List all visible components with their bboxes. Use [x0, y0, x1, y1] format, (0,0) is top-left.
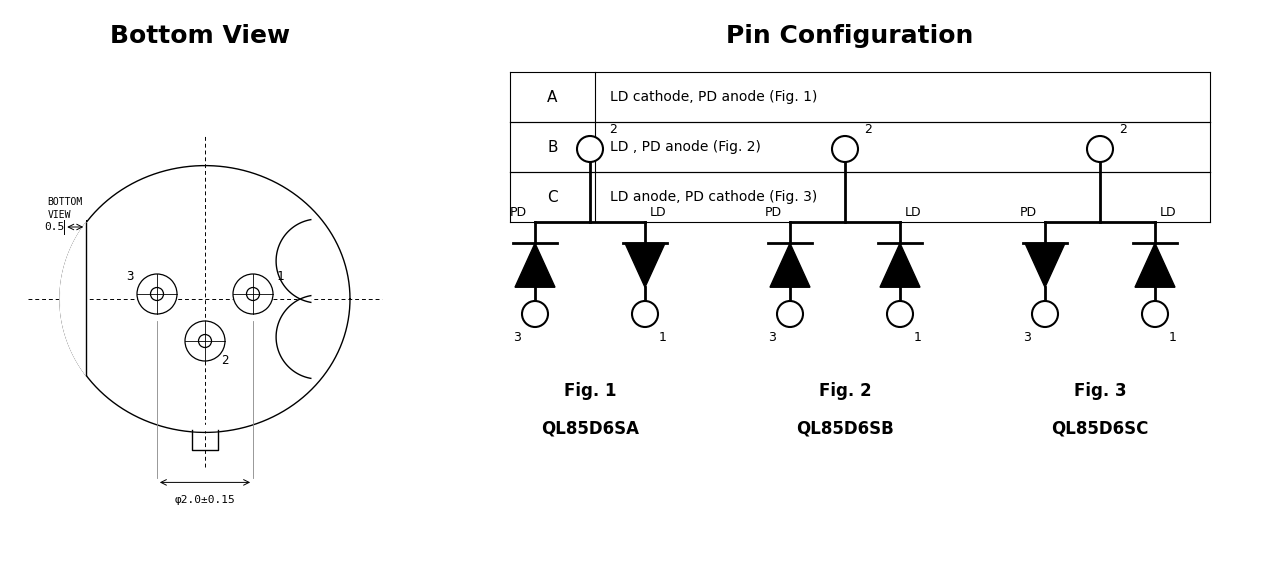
Polygon shape — [515, 244, 555, 287]
Polygon shape — [276, 220, 311, 303]
Text: Fig. 3: Fig. 3 — [1073, 382, 1126, 400]
Text: Bottom View: Bottom View — [110, 24, 290, 48]
Circle shape — [523, 301, 548, 327]
Text: LD anode, PD cathode (Fig. 3): LD anode, PD cathode (Fig. 3) — [610, 190, 817, 204]
Text: QL85D6SB: QL85D6SB — [796, 419, 894, 437]
Text: 2: 2 — [609, 123, 616, 136]
Text: LD: LD — [1159, 206, 1176, 219]
Text: LD: LD — [650, 206, 666, 219]
Text: 3: 3 — [1023, 331, 1031, 344]
Text: φ2.0±0.15: φ2.0±0.15 — [175, 495, 235, 505]
Circle shape — [887, 301, 913, 327]
Circle shape — [1141, 301, 1168, 327]
Polygon shape — [1135, 244, 1175, 287]
Text: Pin Configuration: Pin Configuration — [727, 24, 973, 48]
Text: B: B — [547, 140, 557, 155]
Text: 2: 2 — [221, 354, 229, 367]
Polygon shape — [276, 296, 311, 378]
Circle shape — [232, 274, 273, 314]
Circle shape — [632, 301, 657, 327]
Polygon shape — [625, 244, 665, 287]
Text: 1: 1 — [1168, 331, 1177, 344]
Text: 1: 1 — [659, 331, 666, 344]
Text: A: A — [547, 89, 557, 105]
Text: 2: 2 — [864, 123, 872, 136]
Text: 1: 1 — [914, 331, 922, 344]
Text: Fig. 1: Fig. 1 — [564, 382, 616, 400]
Text: QL85D6SA: QL85D6SA — [541, 419, 639, 437]
Circle shape — [137, 274, 177, 314]
Text: 0.5: 0.5 — [44, 222, 64, 232]
Text: Fig. 2: Fig. 2 — [819, 382, 872, 400]
Text: PD: PD — [510, 206, 526, 219]
Text: C: C — [547, 189, 557, 204]
Text: LD cathode, PD anode (Fig. 1): LD cathode, PD anode (Fig. 1) — [610, 90, 818, 104]
Circle shape — [577, 136, 603, 162]
Text: LD: LD — [905, 206, 922, 219]
Text: 1: 1 — [276, 270, 284, 283]
Circle shape — [777, 301, 802, 327]
Text: BOTTOM
VIEW: BOTTOM VIEW — [48, 197, 83, 220]
Text: 3: 3 — [768, 331, 776, 344]
Circle shape — [832, 136, 858, 162]
Text: PD: PD — [1019, 206, 1037, 219]
Text: 3: 3 — [126, 270, 134, 283]
Circle shape — [1088, 136, 1113, 162]
Polygon shape — [191, 425, 220, 430]
Polygon shape — [1025, 244, 1064, 287]
Polygon shape — [60, 223, 86, 376]
Circle shape — [185, 321, 225, 361]
Text: LD , PD anode (Fig. 2): LD , PD anode (Fig. 2) — [610, 140, 761, 154]
Polygon shape — [770, 244, 810, 287]
Text: QL85D6SC: QL85D6SC — [1052, 419, 1149, 437]
Polygon shape — [880, 244, 921, 287]
Text: 3: 3 — [514, 331, 521, 344]
Text: PD: PD — [765, 206, 782, 219]
Circle shape — [1032, 301, 1058, 327]
Text: 2: 2 — [1118, 123, 1127, 136]
